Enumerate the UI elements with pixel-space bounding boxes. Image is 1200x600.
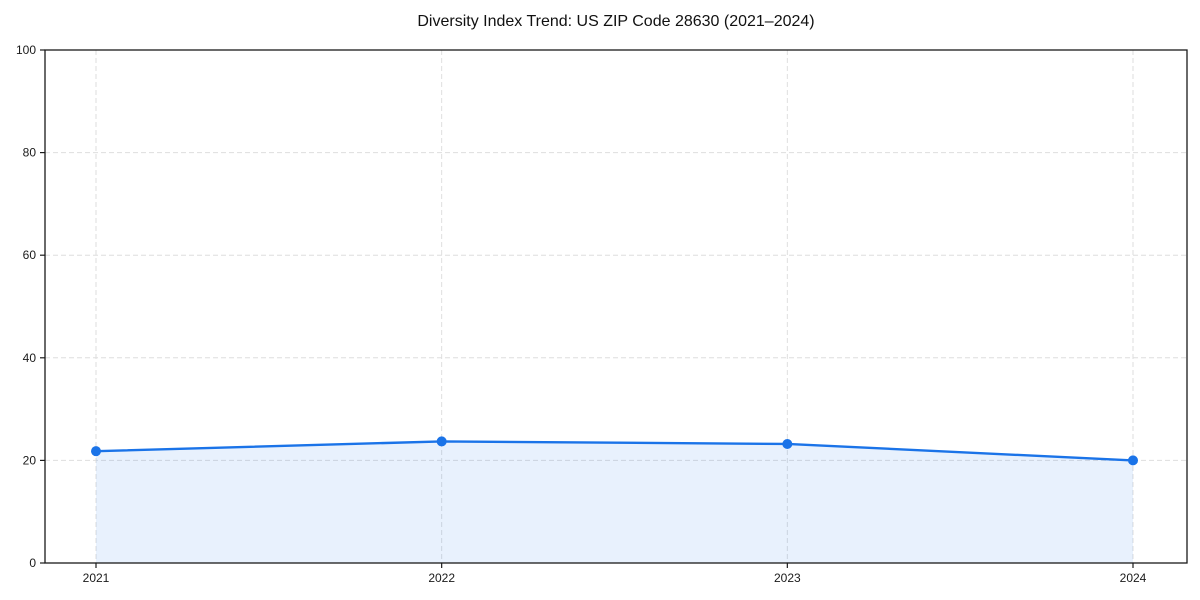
x-tick-label: 2023 [774, 571, 801, 585]
y-tick-label: 80 [23, 146, 37, 160]
data-point [782, 438, 793, 449]
plot-frame [44, 49, 1188, 564]
data-point [436, 436, 447, 447]
y-tick-label: 0 [29, 556, 36, 570]
x-tick-label: 2022 [428, 571, 455, 585]
y-tick-label: 20 [23, 453, 37, 467]
area-fill [96, 441, 1133, 563]
x-tick-label: 2021 [83, 571, 110, 585]
trend-line [94, 440, 1135, 462]
x-tick-label: 2024 [1120, 571, 1147, 585]
data-point [1128, 455, 1138, 466]
chart-title: Diversity Index Trend: US ZIP Code 28630… [417, 13, 815, 30]
data-point [91, 446, 101, 457]
y-tick-label: 100 [16, 43, 36, 57]
y-tick-label: 60 [23, 248, 37, 262]
y-tick-label: 40 [23, 351, 37, 365]
